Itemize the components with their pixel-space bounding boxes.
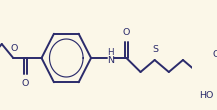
Text: O: O (212, 50, 217, 59)
Text: O: O (10, 44, 18, 53)
Text: HO: HO (199, 91, 213, 100)
Text: O: O (123, 28, 130, 37)
Text: O: O (22, 79, 29, 88)
Text: H: H (107, 48, 114, 57)
Text: S: S (153, 45, 159, 54)
Text: N: N (107, 56, 114, 64)
